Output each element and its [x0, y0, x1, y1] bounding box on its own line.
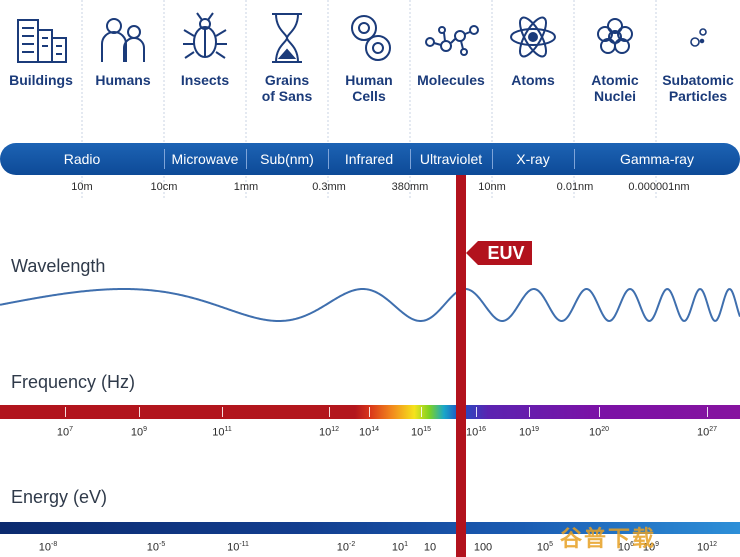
frequency-label: 1019 — [518, 426, 540, 439]
object-label: Atoms — [511, 72, 555, 88]
energy-label: 100 — [473, 541, 493, 554]
watermark-logo: 谷普下载 — [560, 526, 657, 551]
frequency-label: 1020 — [588, 426, 610, 439]
object-molecules: Molecules — [410, 8, 492, 88]
euv-tag: EUV — [466, 241, 532, 265]
frequency-tick — [369, 407, 370, 417]
frequency-label: 1011 — [212, 426, 232, 439]
object-label: Molecules — [417, 72, 485, 88]
energy-label: 105 — [536, 541, 554, 554]
wavelength-wave — [0, 287, 740, 323]
frequency-bar — [0, 405, 740, 419]
molecule-icon — [425, 25, 479, 56]
buildings-icon — [17, 19, 67, 63]
object-cells: Human Cells — [328, 8, 410, 104]
object-label: Buildings — [9, 72, 73, 88]
nucleus-icon — [597, 18, 633, 54]
wavelength-label: 10nm — [478, 181, 506, 193]
band-separator — [410, 149, 411, 169]
cells-icon — [351, 15, 391, 61]
frequency-tick — [222, 407, 223, 417]
frequency-tick — [476, 407, 477, 417]
energy-label: 10 — [423, 541, 437, 554]
humans-icon — [101, 18, 145, 62]
object-label: Atomic Nuclei — [591, 72, 639, 104]
energy-label: 109 — [642, 541, 660, 554]
frequency-tick — [329, 407, 330, 417]
energy-label: 10-11 — [227, 541, 249, 554]
energy-bar — [0, 522, 740, 534]
object-label: Humans — [95, 72, 151, 88]
energy-label: 10-5 — [146, 541, 166, 554]
wavelength-title: Wavelength — [11, 256, 106, 276]
band-gamma: Gamma-ray — [620, 151, 694, 167]
wavelength-label: 10cm — [150, 181, 178, 193]
band-infrared: Infrared — [344, 151, 394, 167]
wavelength-label: 0.000001nm — [628, 181, 690, 193]
frequency-tick — [529, 407, 530, 417]
frequency-label: 1014 — [358, 426, 380, 439]
object-grains: Grains of Sans — [246, 8, 328, 104]
band-separator — [246, 149, 247, 169]
energy-label: 10-8 — [38, 541, 58, 554]
frequency-label: 1016 — [465, 426, 487, 439]
object-nuclei: Atomic Nuclei — [574, 8, 656, 104]
frequency-label: 1027 — [696, 426, 718, 439]
euv-label: EUV — [487, 243, 524, 263]
object-humans: Humans — [82, 8, 164, 88]
object-subatomic: Subatomic Particles — [656, 8, 740, 104]
frequency-tick — [599, 407, 600, 417]
band-ultraviolet: Ultraviolet — [419, 151, 483, 167]
object-label: Human Cells — [345, 72, 393, 104]
insect-icon — [183, 12, 227, 59]
energy-title: Energy (eV) — [11, 487, 108, 507]
particles-icon — [690, 28, 707, 47]
frequency-label: 107 — [56, 426, 74, 439]
frequency-label: 109 — [130, 426, 148, 439]
frequency-tick — [65, 407, 66, 417]
band-subnm: Sub(nm) — [260, 151, 314, 167]
atom-icon — [510, 16, 556, 58]
frequency-label: 1012 — [318, 426, 340, 439]
energy-label: 10-2 — [336, 541, 356, 554]
object-atoms: Atoms — [492, 8, 574, 88]
wavelength-label: 0.01nm — [556, 181, 594, 193]
wave-line — [0, 287, 740, 323]
euv-marker-line — [456, 175, 466, 557]
object-label: Insects — [180, 72, 230, 88]
band-xray: X-ray — [516, 151, 550, 167]
frequency-tick — [139, 407, 140, 417]
energy-label: 1012 — [696, 541, 718, 554]
band-separator — [164, 149, 165, 169]
band-separator — [328, 149, 329, 169]
frequency-title: Frequency (Hz) — [11, 372, 136, 392]
band-radio: Radio — [63, 151, 101, 167]
object-label: Subatomic Particles — [662, 72, 734, 104]
band-separator — [574, 149, 575, 169]
wavelength-label: 0.3mm — [312, 181, 346, 193]
column-dividers — [81, 0, 657, 200]
object-buildings: Buildings — [0, 8, 82, 88]
energy-label: 101 — [391, 541, 409, 554]
energy-label: 106 — [617, 541, 635, 554]
band-separator — [492, 149, 493, 169]
hourglass-icon — [272, 13, 302, 63]
frequency-tick — [421, 407, 422, 417]
wavelength-label: 10m — [71, 181, 93, 193]
spectrum-band-bar: Radio Microwave Sub(nm) Infrared Ultravi… — [0, 143, 740, 175]
object-insects: Insects — [164, 8, 246, 88]
wavelength-label: 380mm — [391, 181, 429, 193]
object-label: Grains of Sans — [261, 72, 313, 104]
wavelength-label: 1mm — [233, 181, 259, 193]
frequency-label: 1015 — [410, 426, 432, 439]
frequency-tick — [707, 407, 708, 417]
band-microwave: Microwave — [171, 151, 239, 167]
